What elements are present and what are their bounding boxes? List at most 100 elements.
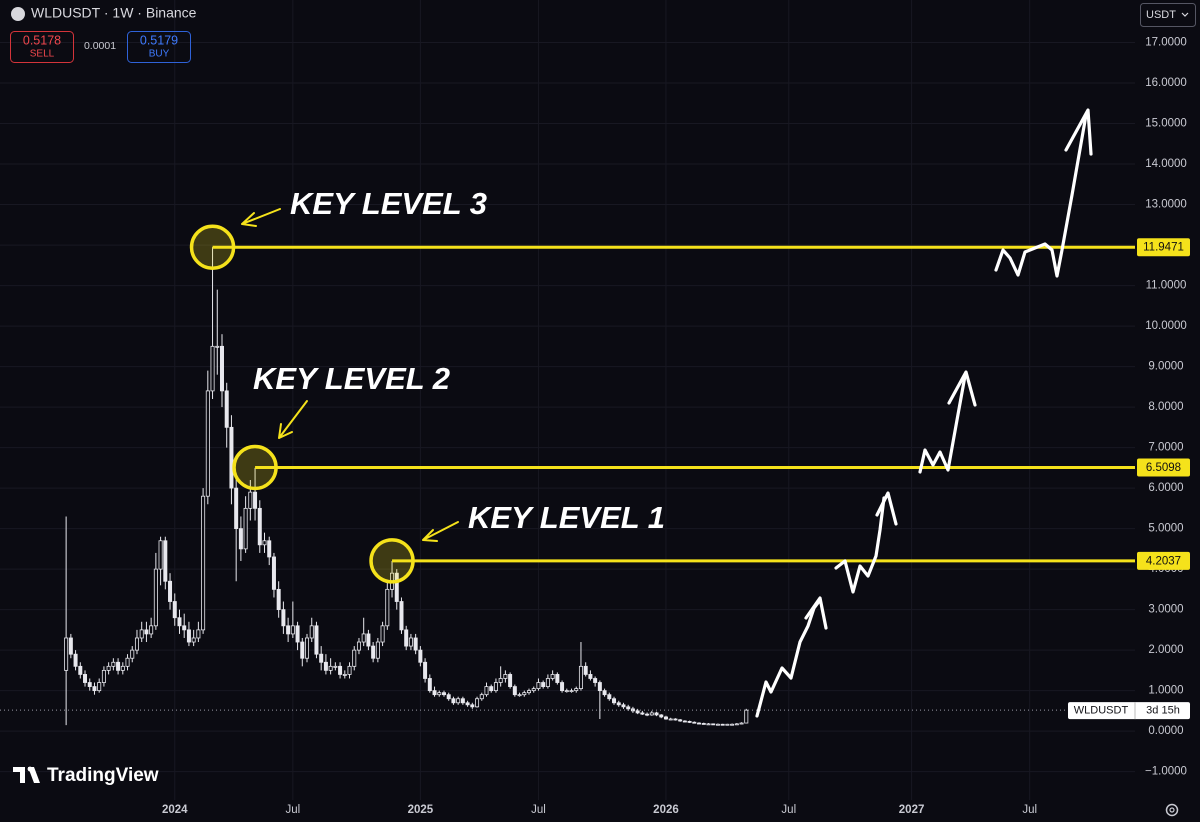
key-level-marker — [189, 224, 236, 270]
x-tick-label: 2026 — [653, 804, 679, 816]
arrowhead — [804, 596, 828, 630]
candle-body — [437, 692, 442, 696]
candle-body — [78, 665, 83, 675]
y-tick-label: 7.0000 — [1148, 442, 1183, 454]
y-tick-label: 8.0000 — [1148, 401, 1183, 413]
candle-body — [602, 690, 607, 696]
x-tick-label: Jul — [781, 804, 796, 816]
candle-body — [484, 686, 489, 696]
pointer-arrows — [241, 208, 459, 542]
candle-body — [649, 712, 654, 716]
candle-body — [323, 661, 328, 671]
candle-body — [512, 686, 517, 696]
candle-body — [375, 641, 380, 659]
candle-body — [687, 721, 692, 723]
dropdown-caret[interactable] — [1181, 12, 1189, 17]
candle-body — [456, 698, 461, 704]
currency-selector[interactable]: USDT — [1140, 3, 1196, 27]
brand-name: TradingView — [47, 765, 159, 786]
candle-body — [356, 641, 361, 651]
x-tick-label: Jul — [1022, 804, 1037, 816]
key-level-title: KEY LEVEL 2 — [253, 361, 450, 396]
candle-body — [83, 674, 88, 683]
candle-body — [635, 710, 640, 714]
candle-body — [640, 712, 645, 715]
pointer-arrow — [422, 521, 459, 542]
symbol-icon — [11, 7, 25, 21]
settings-icon[interactable] — [1165, 803, 1179, 817]
candle-body — [730, 723, 735, 726]
candle-body — [186, 629, 191, 643]
key-level-price-box — [1137, 238, 1190, 257]
projection-arrow — [994, 113, 1088, 278]
candle-body — [229, 426, 234, 489]
candle-body — [574, 688, 579, 692]
projection-arrow — [918, 374, 967, 474]
candle-body — [144, 629, 149, 635]
candle-body — [281, 609, 286, 627]
candle-body — [380, 625, 385, 643]
buy-button[interactable]: 0.5179 BUY — [127, 31, 191, 63]
sell-label[interactable]: SELL — [30, 49, 55, 60]
candle-body — [460, 698, 465, 704]
arrowhead — [1064, 108, 1093, 156]
currency[interactable]: USDT — [1146, 9, 1176, 21]
brand: TradingView — [13, 765, 159, 786]
candle-body — [253, 491, 258, 509]
settings-gear[interactable] — [1165, 803, 1179, 817]
currency-box[interactable] — [1140, 3, 1196, 27]
candle-body — [163, 540, 168, 582]
candle-body — [432, 690, 437, 696]
candle-body — [720, 723, 725, 726]
candle-body — [522, 692, 527, 696]
candle-body — [300, 641, 305, 659]
candle-body — [219, 345, 224, 392]
candle-body — [654, 712, 659, 716]
candle-body — [92, 686, 97, 692]
projection-scribbles — [755, 108, 1093, 718]
sell-price[interactable]: 0.5178 — [23, 33, 61, 47]
candle-body — [172, 601, 177, 619]
settings-center[interactable] — [1169, 807, 1175, 813]
buy-box[interactable] — [127, 31, 191, 63]
buy-label[interactable]: BUY — [149, 49, 170, 60]
candle-body — [517, 694, 522, 697]
y-tick-label: 2.0000 — [1148, 644, 1183, 656]
candle-body — [347, 665, 352, 675]
buy-price[interactable]: 0.5179 — [140, 33, 178, 47]
candle-body — [706, 723, 711, 726]
last-price-box — [1068, 702, 1190, 720]
candle-body — [408, 637, 413, 647]
y-tick-label: 6.0000 — [1148, 482, 1183, 494]
sell-button[interactable]: 0.5178 SELL — [10, 31, 74, 63]
brand-logo — [13, 767, 40, 783]
candle-body — [682, 720, 687, 723]
candle-body — [446, 694, 451, 700]
key-level-price: 4.2037 — [1146, 555, 1181, 567]
sell-box[interactable] — [10, 31, 74, 63]
candle-body — [475, 698, 480, 708]
y-tick-label: 15.0000 — [1145, 118, 1187, 130]
candle-body — [616, 702, 621, 706]
candle-body — [64, 637, 69, 671]
candle-body — [366, 633, 371, 647]
candle-body — [725, 723, 730, 726]
y-tick-label: 11.0000 — [1146, 280, 1187, 292]
candle-body — [470, 704, 475, 708]
pointer-arrow — [278, 400, 308, 439]
candle-body — [352, 649, 357, 667]
candle-body — [314, 625, 319, 655]
candle-body — [626, 706, 631, 710]
candle-body — [153, 568, 158, 627]
candle-body — [739, 722, 744, 725]
candle-body — [87, 682, 92, 687]
candle-body — [361, 633, 366, 643]
x-tick-label: 2025 — [408, 804, 434, 816]
chart-title: WLDUSDT · 1W · Binance — [31, 5, 197, 21]
candle-body — [678, 719, 683, 722]
candle-body — [385, 588, 390, 627]
candle-body — [196, 629, 201, 639]
candle-body — [101, 669, 106, 683]
candle-body — [612, 698, 617, 704]
